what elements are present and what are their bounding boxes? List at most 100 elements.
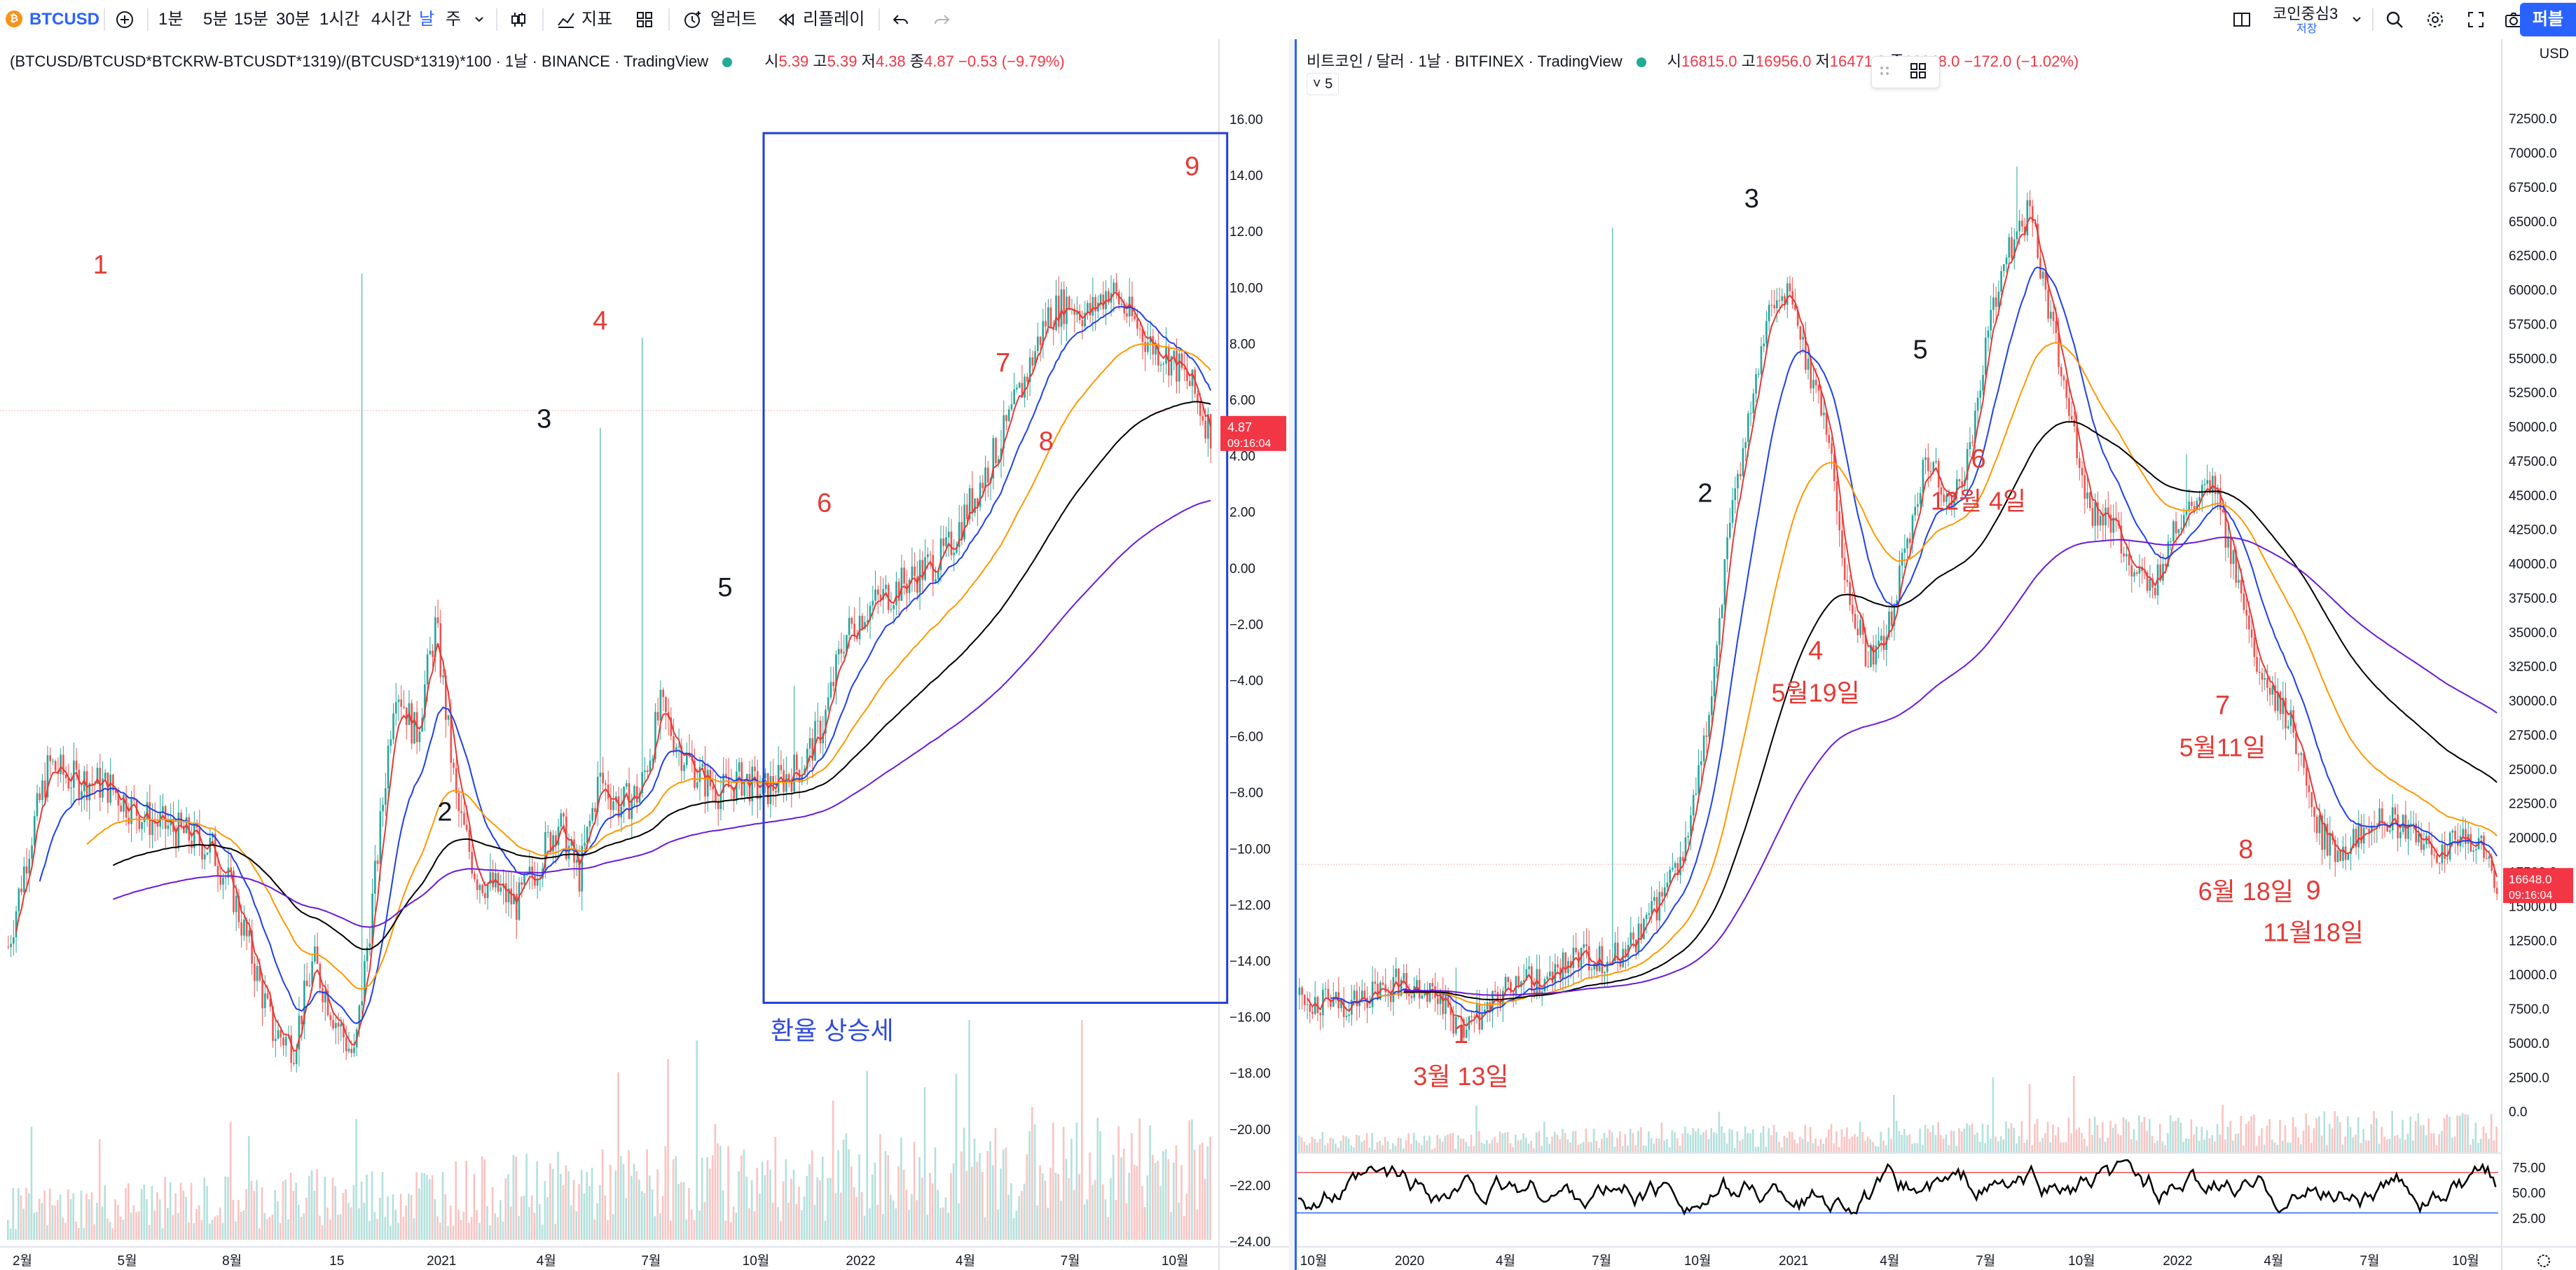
currency-label[interactable]: USD (2539, 46, 2569, 62)
settings-gear-icon[interactable] (2537, 1255, 2550, 1267)
market-status-icon (722, 57, 733, 68)
x-tick-label: 10월 (1684, 1253, 1711, 1269)
y-tick-label: 12.00 (1230, 225, 1263, 240)
undo-icon[interactable] (891, 10, 911, 29)
layout-name[interactable]: 코인중심3 (2273, 5, 2339, 22)
annotation-label: 1 (1454, 1020, 1468, 1049)
interval-7[interactable]: 주 (446, 10, 462, 29)
x-tick-label: 8월 (222, 1253, 242, 1269)
interval-4[interactable]: 1시간 (319, 10, 360, 29)
y-tick-label: −24.00 (1230, 1235, 1271, 1250)
annotation-date-label: 5월19일 (1771, 678, 1859, 707)
redo-icon[interactable] (932, 10, 951, 29)
annotation-label: 5 (717, 573, 732, 602)
right-chart-canvas[interactable]: 72500.070000.067500.065000.062500.060000… (1297, 39, 2576, 1270)
gear-icon[interactable] (2425, 10, 2445, 29)
y-tick-label: 72500.0 (2509, 112, 2557, 127)
left-legend-title[interactable]: (BTCUSD/BTCUSD*BTCKRW-BTCUSDT*1319)/(BTC… (10, 53, 709, 70)
x-tick-label: 7월 (2360, 1253, 2379, 1269)
replay-icon[interactable] (776, 10, 796, 29)
left-chart-canvas[interactable]: 16.00 14.00 12.00 10.00 8.00 6.00 4.00 2.00 0.00… (0, 39, 1289, 1270)
y-tick-label: 65000.0 (2509, 215, 2557, 230)
time-axis: 2월 5월 8월 15 2021 4월 7월 10월 2022 4월 7월 10월 (13, 1253, 1189, 1269)
indicator-collapse-button[interactable]: ˅ 5 (1307, 73, 1339, 95)
candle-style-icon[interactable] (509, 10, 528, 29)
y-tick-label: 60000.0 (2509, 284, 2557, 298)
alerts-button[interactable]: 얼러트 (710, 10, 757, 29)
layout-save-status: 저장 (2296, 23, 2317, 35)
y-tick-label: 27500.0 (2509, 729, 2557, 743)
templates-icon[interactable] (635, 10, 654, 29)
annotation-label: 4 (593, 306, 607, 336)
x-tick-label: 10월 (2068, 1253, 2095, 1269)
annotation-box-label: 환율 상승세 (771, 1016, 894, 1045)
publish-button[interactable]: 퍼블 (2520, 3, 2576, 36)
layout-split-icon[interactable] (2232, 10, 2252, 29)
x-tick-label: 4월 (956, 1253, 975, 1269)
y-tick-label: −20.00 (1230, 1123, 1271, 1138)
pane-divider[interactable] (1289, 39, 1295, 1270)
ma-line-50 (1377, 342, 2498, 1006)
y-tick-label: −12.00 (1230, 898, 1271, 913)
y-tick-label: 14.00 (1230, 169, 1263, 184)
floating-toolbar[interactable] (1871, 56, 1940, 88)
search-icon[interactable] (2385, 10, 2404, 29)
object-tree-icon (1910, 63, 1926, 78)
interval-0[interactable]: 1분 (158, 10, 184, 29)
indicators-button[interactable]: 지표 (581, 10, 613, 29)
price-tag-countdown: 09:16:04 (2509, 890, 2552, 902)
y-tick-label: −8.00 (1230, 786, 1263, 801)
y-tick-label: 16.00 (1230, 113, 1263, 127)
left-chart-pane[interactable]: 16.00 14.00 12.00 10.00 8.00 6.00 4.00 2.00 0.00… (0, 39, 1289, 1270)
chevron-down-icon[interactable] (2347, 10, 2367, 29)
x-tick-label: 4월 (537, 1253, 556, 1269)
annotation-label: 4 (1808, 636, 1823, 665)
candles (7, 273, 1212, 1073)
y-tick-label: 5000.0 (2509, 1037, 2549, 1051)
y-tick-label: 42500.0 (2509, 523, 2557, 538)
x-tick-label: 5월 (118, 1253, 137, 1269)
interval-1[interactable]: 5분 (203, 10, 228, 29)
ma-line-50 (86, 343, 1211, 991)
volume-bars (7, 1020, 1211, 1240)
toolbar-divider (879, 8, 880, 31)
x-tick-label: 10월 (2452, 1253, 2479, 1269)
interval-3[interactable]: 30분 (276, 10, 310, 29)
y-tick-label: 20000.0 (2509, 831, 2557, 846)
chevron-down-icon[interactable] (469, 10, 489, 29)
y-tick-label: 50000.0 (2509, 420, 2557, 435)
annotation-label: 9 (2306, 876, 2321, 906)
left-ohlc: 시5.39 고5.39 저4.38 종4.87 −0.53 (−9.79%) (764, 53, 1065, 70)
alert-clock-icon[interactable] (682, 10, 702, 29)
fullscreen-icon[interactable] (2466, 10, 2486, 29)
y-tick-label: 52500.0 (2509, 386, 2557, 401)
interval-5[interactable]: 4시간 (371, 10, 412, 29)
y-tick-label: 70000.0 (2509, 146, 2557, 161)
y-tick-label: 2500.0 (2509, 1071, 2549, 1086)
add-symbol-icon[interactable] (115, 10, 135, 29)
annotation-label: 7 (2215, 691, 2230, 721)
right-legend-title[interactable]: 비트코인 / 달러 · 1날 · BITFINEX · TradingView (1307, 53, 1623, 70)
y-tick-label: 7500.0 (2509, 1002, 2549, 1017)
annotation-label: 6 (1971, 445, 1985, 474)
time-axis: 10월 2020 4월 7월 10월 2021 4월 7월 10월 2022 4월 7월 10월 (1300, 1253, 2479, 1269)
y-tick-label: 0.00 (1230, 562, 1255, 577)
x-tick-label: 4월 (2264, 1253, 2283, 1269)
indicators-icon[interactable] (556, 10, 576, 29)
y-tick-label: 0.0 (2509, 1105, 2527, 1120)
interval-6[interactable]: 날 (419, 10, 435, 29)
y-tick-label: 40000.0 (2509, 558, 2557, 572)
x-tick-label: 7월 (1061, 1253, 1080, 1269)
x-tick-label: 4월 (1880, 1253, 1899, 1269)
x-tick-label: 15 (329, 1254, 344, 1269)
btc-logo-icon: ₿ (6, 11, 22, 27)
x-tick-label: 4월 (1496, 1253, 1515, 1269)
annotation-label: 7 (996, 348, 1010, 378)
interval-2[interactable]: 15분 (234, 10, 268, 29)
y-tick-label: 57500.0 (2509, 317, 2557, 332)
y-tick-label: 35000.0 (2509, 626, 2557, 640)
price-tag-value: 4.87 (1227, 420, 1252, 434)
replay-button[interactable]: 리플레이 (803, 10, 865, 29)
right-chart-pane[interactable]: 72500.0 70000.0 67500.0 65000.0 62500.0 60000… (1295, 39, 2576, 1270)
symbol-button[interactable]: BTCUSD (29, 10, 99, 29)
